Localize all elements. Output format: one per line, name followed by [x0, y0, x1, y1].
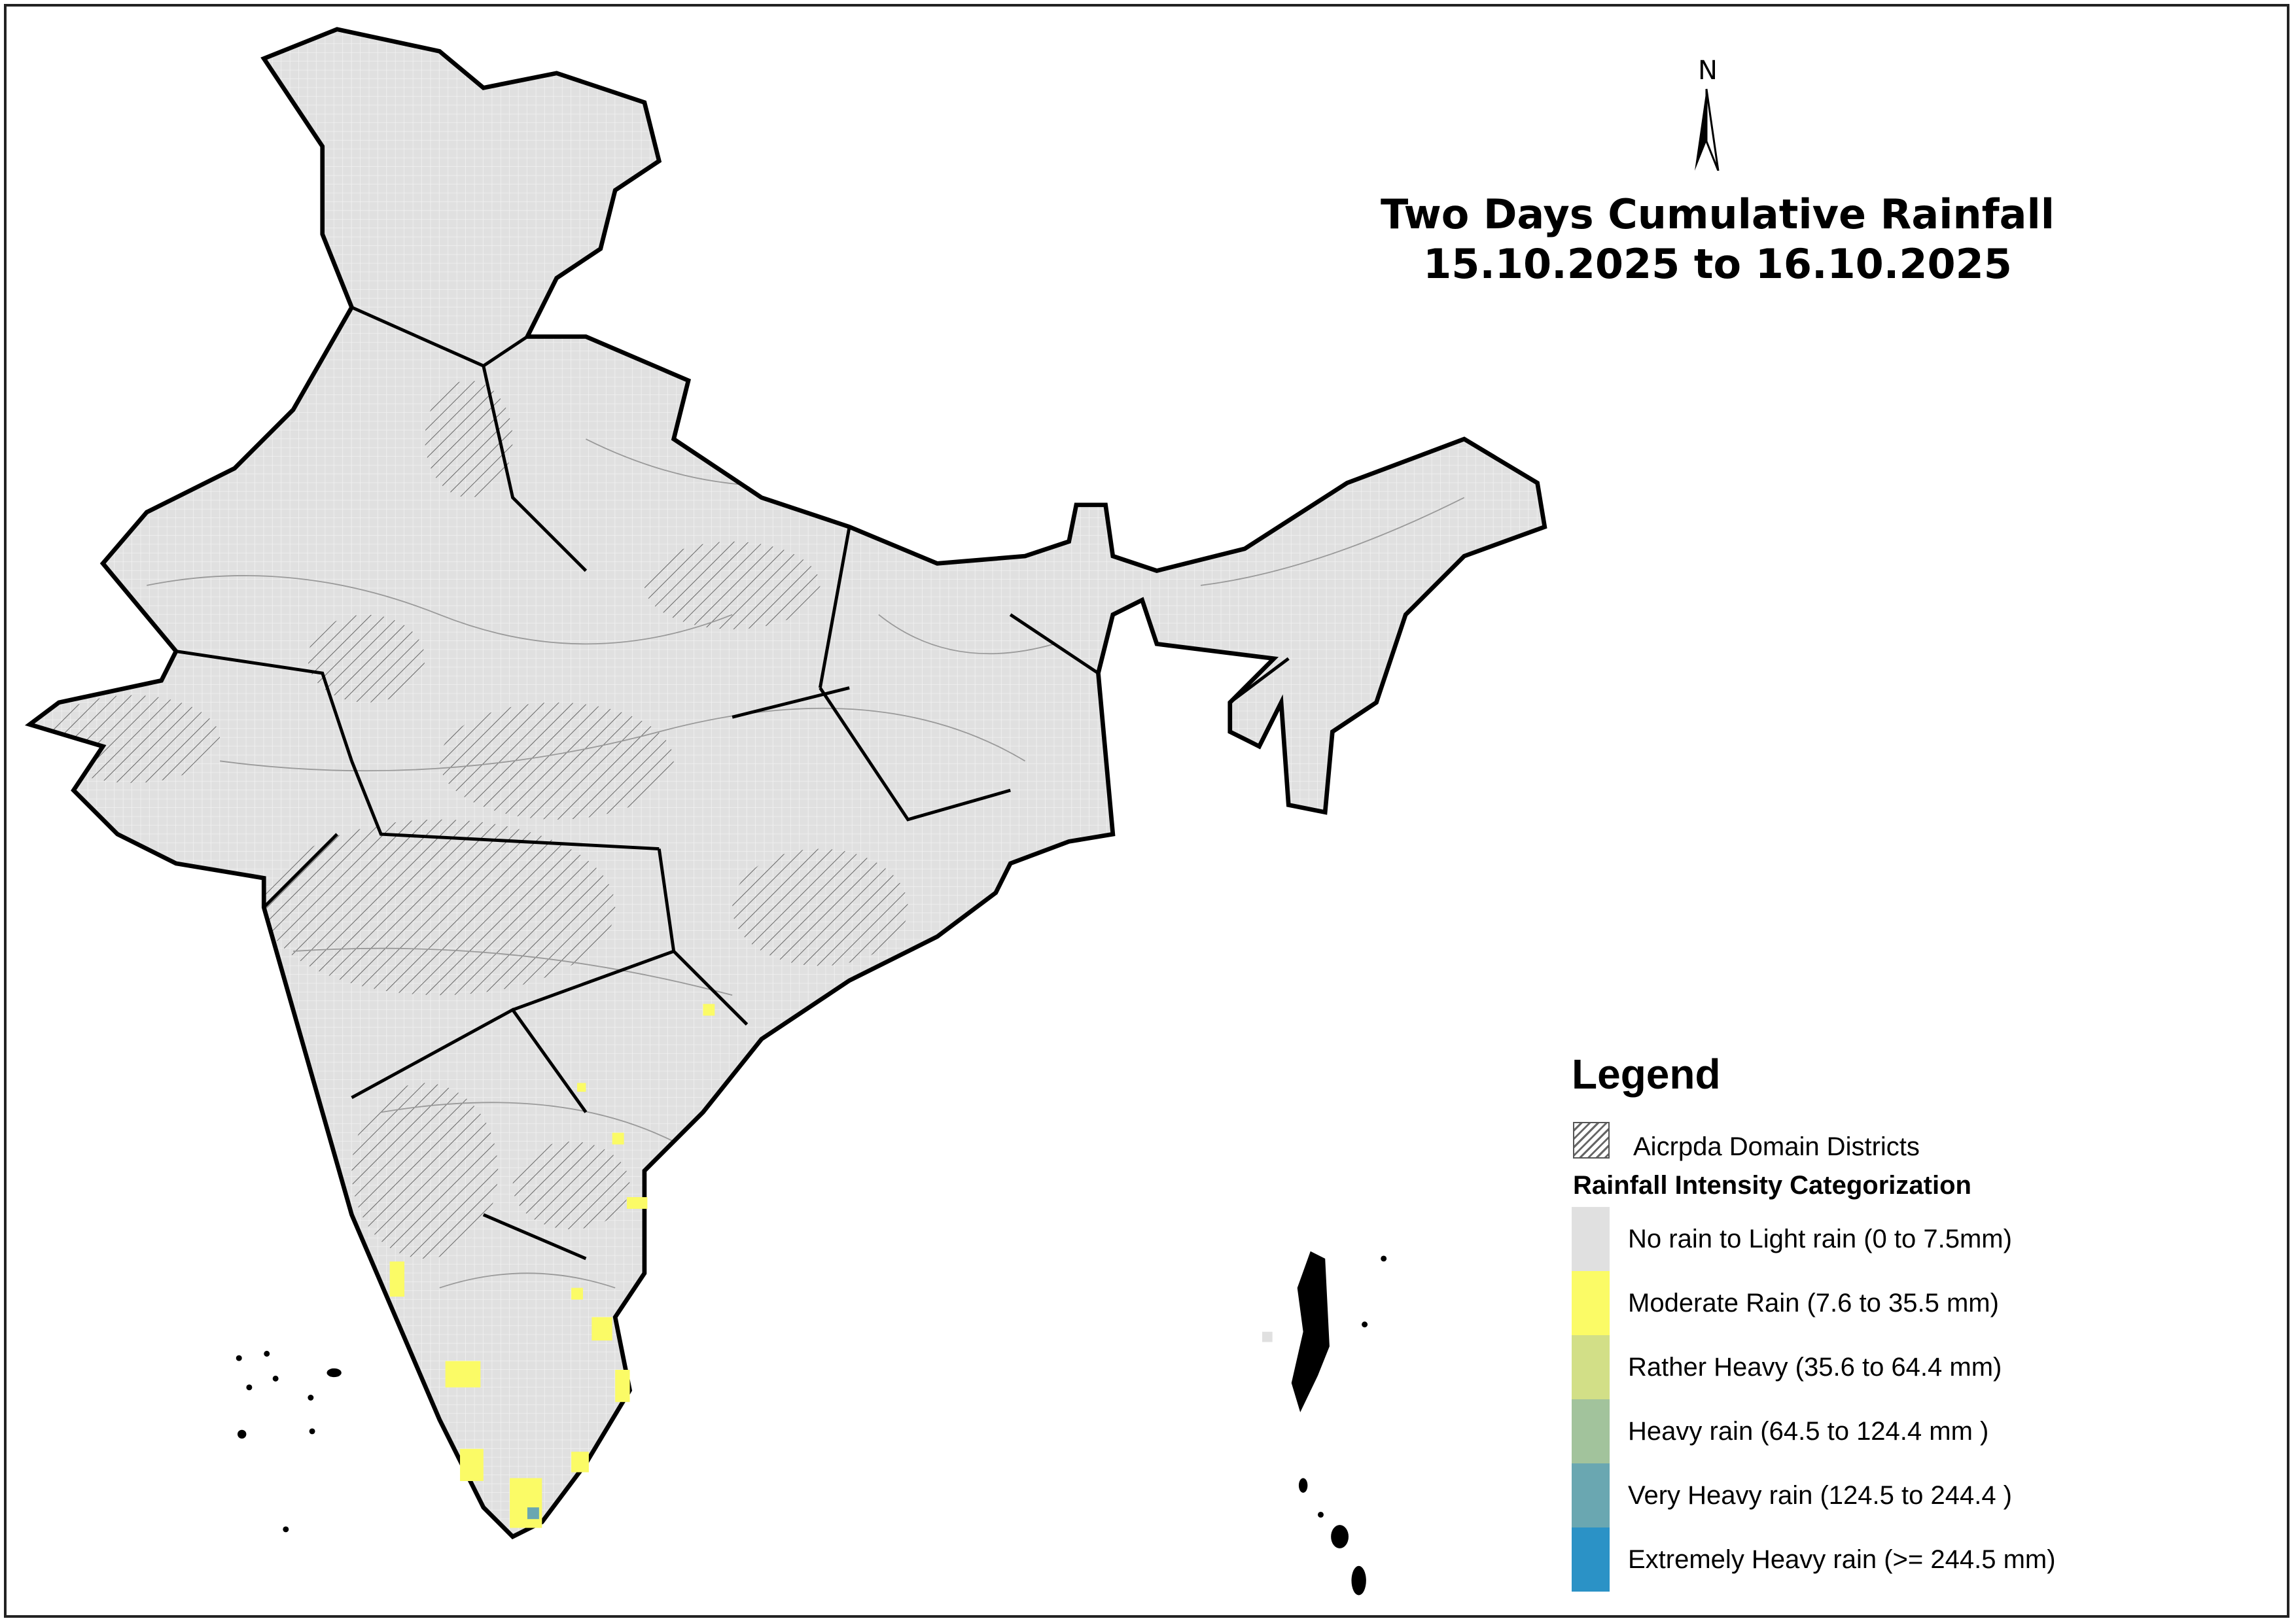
legend: Legend Aicrpda Domain Districts Rainfall… [1565, 1050, 2154, 1592]
legend-category: Extremely Heavy rain (>= 244.5 mm) [1565, 1527, 2154, 1592]
north-label: N [1698, 56, 1718, 86]
aicrpda-hatched-districts [44, 380, 908, 1259]
legend-title: Legend [1572, 1051, 1721, 1098]
color-swatch [1572, 1399, 1610, 1463]
hatch-label: Aicrpda Domain Districts [1633, 1132, 1920, 1161]
lakshadweep-islands [236, 1350, 342, 1533]
category-label: No rain to Light rain (0 to 7.5mm) [1628, 1224, 2012, 1253]
category-label: Very Heavy rain (124.5 to 244.4 ) [1628, 1480, 2012, 1510]
map-frame [4, 4, 2289, 1618]
color-swatch [1572, 1463, 1610, 1527]
color-swatch [1572, 1527, 1610, 1592]
category-label: Rather Heavy (35.6 to 64.4 mm) [1628, 1352, 2002, 1382]
moderate-rain-cells [389, 1003, 715, 1528]
color-swatch [1572, 1207, 1610, 1271]
state-boundaries [175, 305, 1290, 1261]
color-swatch [1572, 1335, 1610, 1399]
district-boundaries [147, 438, 1465, 1289]
legend-category: No rain to Light rain (0 to 7.5mm) [1565, 1207, 2154, 1271]
legend-hatch-item: Aicrpda Domain Districts [1565, 1118, 2154, 1162]
map-title: Two Days Cumulative Rainfall 15.10.2025 … [1341, 190, 2094, 289]
legend-categories: No rain to Light rain (0 to 7.5mm) Modera… [1565, 1207, 2154, 1592]
hatch-swatch [1573, 1121, 1610, 1159]
legend-category: Moderate Rain (7.6 to 35.5 mm) [1565, 1271, 2154, 1335]
title-line1: Two Days Cumulative Rainfall [1381, 190, 2055, 238]
very-heavy-rain-cell [527, 1507, 539, 1520]
andaman-nicobar-islands [1291, 1251, 1387, 1596]
north-arrow: N [1675, 56, 1740, 174]
category-label: Extremely Heavy rain (>= 244.5 mm) [1628, 1544, 2056, 1574]
island-rain-cell [1262, 1331, 1273, 1342]
north-arrow-icon [1695, 88, 1720, 171]
legend-category: Heavy rain (64.5 to 124.4 mm ) [1565, 1399, 2154, 1463]
category-label: Moderate Rain (7.6 to 35.5 mm) [1628, 1288, 1999, 1318]
legend-category: Very Heavy rain (124.5 to 244.4 ) [1565, 1463, 2154, 1527]
legend-category: Rather Heavy (35.6 to 64.4 mm) [1565, 1335, 2154, 1399]
color-swatch [1572, 1271, 1610, 1335]
category-title: Rainfall Intensity Categorization [1573, 1171, 1971, 1200]
category-label: Heavy rain (64.5 to 124.4 mm ) [1628, 1416, 1989, 1446]
title-date-range: 15.10.2025 to 16.10.2025 [1423, 240, 2012, 288]
